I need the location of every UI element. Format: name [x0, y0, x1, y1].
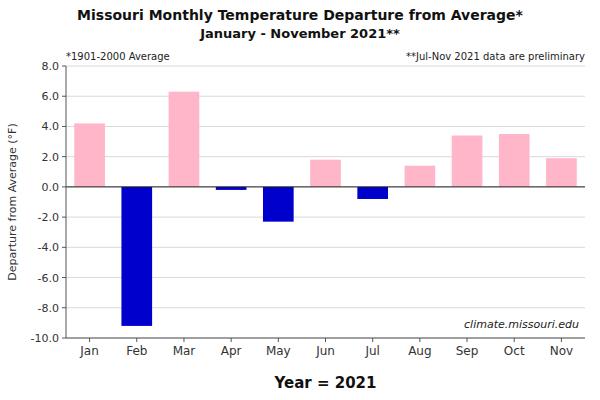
bar — [499, 134, 530, 187]
category-label: Oct — [504, 344, 525, 358]
category-label: Feb — [126, 344, 147, 358]
tick-label: 2.0 — [42, 151, 60, 164]
tick-label: 6.0 — [42, 90, 60, 103]
x-axis: Jan Feb Mar Apr May Jun Jul Aug Sep Oct Nov — [79, 338, 573, 358]
tick-mark — [62, 186, 66, 187]
tick-label: 4.0 — [42, 120, 60, 133]
tick-mark — [136, 338, 137, 342]
tick-mark — [62, 156, 66, 157]
tick-label: -6.0 — [38, 272, 59, 285]
tick-mark — [419, 338, 420, 342]
tick-mark — [467, 338, 468, 342]
bar — [121, 187, 152, 326]
grid — [66, 66, 585, 338]
category-label: May — [266, 344, 291, 358]
tick-mark — [62, 96, 66, 97]
grid-line — [66, 96, 585, 97]
bar — [263, 187, 294, 222]
grid-line — [66, 186, 585, 187]
tick-mark — [62, 217, 66, 218]
tick-mark — [278, 338, 279, 342]
bar — [546, 158, 577, 187]
tick-label: 8.0 — [42, 60, 60, 73]
watermark: climate.missouri.edu — [464, 318, 579, 331]
tick-label: -2.0 — [38, 211, 59, 224]
bars — [74, 92, 576, 326]
category-label: Jan — [79, 344, 99, 358]
y-axis-line — [66, 66, 67, 338]
annotation: *1901-2000 Average — [66, 51, 170, 62]
category-label: Aug — [408, 344, 431, 358]
tick-mark — [514, 338, 515, 342]
tick-mark — [183, 338, 184, 342]
category-label: Sep — [456, 344, 479, 358]
x-axis-label: Year = 2021 — [274, 374, 377, 392]
tick-mark — [62, 277, 66, 278]
tick-mark — [231, 338, 232, 342]
tick-mark — [62, 247, 66, 248]
tick-label: -8.0 — [38, 302, 59, 315]
bar — [357, 187, 388, 199]
category-label: Jul — [364, 344, 379, 358]
tick-mark — [62, 126, 66, 127]
category-label: Nov — [550, 344, 573, 358]
tick-mark — [561, 338, 562, 342]
tick-label: -10.0 — [31, 332, 59, 345]
subtitle: January - November 2021** — [199, 26, 400, 41]
zero-line — [66, 186, 585, 187]
bar — [74, 123, 105, 186]
bar — [169, 92, 200, 187]
tick-mark — [89, 338, 90, 342]
tick-mark — [62, 338, 66, 339]
category-label: Mar — [173, 344, 196, 358]
tick-mark — [325, 338, 326, 342]
category-label: Apr — [221, 344, 242, 358]
tick-mark — [62, 66, 66, 67]
category-label: Jun — [315, 344, 335, 358]
y-axis: -10.0 -8.0 -6.0 -4.0 -2.0 0.0 2.0 4.0 6.0 8.0 — [31, 60, 66, 345]
bar — [310, 160, 341, 187]
grid-line — [66, 66, 585, 67]
tick-label: -4.0 — [38, 241, 59, 254]
title: Missouri Monthly Temperature Departure f… — [77, 7, 523, 23]
tick-mark — [62, 307, 66, 308]
bar — [405, 166, 436, 187]
bar — [452, 136, 483, 187]
annotation: **Jul-Nov 2021 data are preliminary — [406, 51, 585, 62]
y-axis-label: Departure from Average (°F) — [6, 123, 19, 281]
tick-label: 0.0 — [42, 181, 60, 194]
grid-line — [66, 126, 585, 127]
tick-mark — [372, 338, 373, 342]
chart: -10.0 -8.0 -6.0 -4.0 -2.0 0.0 2.0 4.0 6.0 8.0 Jan F… — [0, 0, 600, 400]
